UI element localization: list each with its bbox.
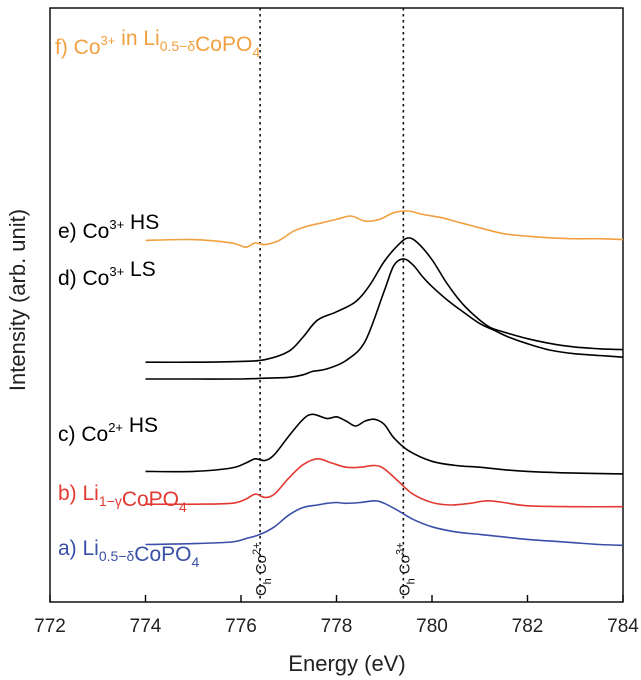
series-label-e: e) Co3+ HS (58, 211, 159, 243)
x-tick-label: 784 (607, 616, 639, 637)
reference-line-label: OhCo2+ (251, 542, 274, 596)
reference-line-label: OhCo3+ (394, 542, 417, 596)
series-layer (145, 210, 624, 547)
reference-lines: OhCo2+ OhCo3+ (251, 8, 417, 602)
series-line-b (145, 457, 624, 508)
plot-border (49, 7, 624, 603)
x-tick-label: 776 (225, 616, 257, 637)
series-line-a (145, 499, 624, 547)
series-line-c (145, 413, 624, 475)
x-tick-label: 780 (416, 616, 448, 637)
x-tick-label: 772 (34, 616, 66, 637)
y-axis-title: Intensity (arb. unit) (5, 209, 30, 391)
series-line-d (145, 258, 624, 380)
series-label-c: c) Co2+ HS (58, 414, 158, 446)
series-label-a: a) Li0.5−δCoPO4 (58, 537, 199, 570)
x-axis-ticks: 772 774 776 778 780 782 784 (34, 595, 639, 637)
x-tick-label: 778 (321, 616, 353, 637)
series-label-d: d) Co3+ LS (58, 258, 156, 290)
curve-labels: a) Li0.5−δCoPO4 b) Li1−γCoPO4 c) Co2+ HS d)… (55, 27, 260, 570)
series-line-f (145, 210, 624, 248)
x-tick-label: 782 (512, 616, 544, 637)
series-label-b: b) Li1−γCoPO4 (58, 482, 187, 515)
series-line-e (145, 237, 624, 364)
x-tick-label: 774 (130, 616, 162, 637)
series-label-f: f) Co3+ in Li0.5−δCoPO4 (55, 27, 260, 60)
x-axis-title: Energy (eV) (288, 651, 405, 676)
plot-frame (49, 7, 624, 603)
